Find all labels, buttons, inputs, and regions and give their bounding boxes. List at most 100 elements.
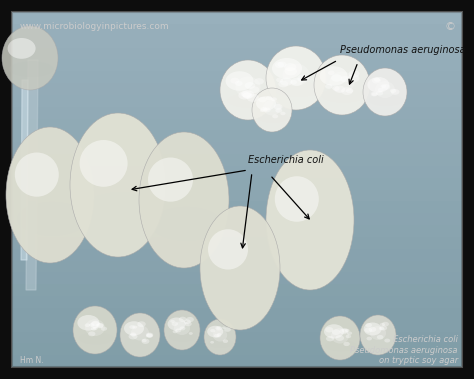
Ellipse shape bbox=[378, 88, 384, 92]
Ellipse shape bbox=[273, 104, 283, 110]
Bar bbox=[12, 60, 462, 71]
Ellipse shape bbox=[208, 339, 234, 348]
Ellipse shape bbox=[139, 132, 229, 268]
Ellipse shape bbox=[258, 97, 267, 102]
Ellipse shape bbox=[297, 75, 309, 82]
Ellipse shape bbox=[275, 176, 319, 222]
Ellipse shape bbox=[207, 326, 223, 337]
Bar bbox=[12, 260, 462, 273]
Ellipse shape bbox=[148, 158, 193, 202]
Bar bbox=[12, 237, 462, 249]
Ellipse shape bbox=[342, 328, 349, 333]
Ellipse shape bbox=[238, 91, 251, 100]
Ellipse shape bbox=[276, 77, 283, 82]
Ellipse shape bbox=[242, 90, 255, 99]
Bar bbox=[12, 130, 462, 142]
Bar bbox=[12, 119, 462, 130]
Bar bbox=[12, 106, 462, 119]
Ellipse shape bbox=[260, 109, 264, 112]
Ellipse shape bbox=[214, 334, 219, 338]
Bar bbox=[12, 154, 462, 166]
Bar bbox=[12, 201, 462, 213]
Ellipse shape bbox=[249, 86, 259, 93]
Ellipse shape bbox=[241, 90, 252, 97]
Ellipse shape bbox=[272, 58, 302, 79]
Ellipse shape bbox=[290, 80, 297, 85]
Ellipse shape bbox=[257, 112, 289, 123]
Bar bbox=[12, 273, 462, 284]
Ellipse shape bbox=[329, 72, 355, 92]
Ellipse shape bbox=[382, 322, 389, 326]
Ellipse shape bbox=[375, 81, 395, 98]
Ellipse shape bbox=[170, 320, 175, 323]
Polygon shape bbox=[26, 60, 38, 290]
Ellipse shape bbox=[89, 323, 94, 327]
Ellipse shape bbox=[273, 81, 321, 97]
Ellipse shape bbox=[266, 96, 272, 100]
Ellipse shape bbox=[372, 92, 377, 96]
Ellipse shape bbox=[120, 313, 160, 357]
Ellipse shape bbox=[332, 86, 340, 91]
Ellipse shape bbox=[339, 329, 348, 334]
Ellipse shape bbox=[345, 329, 350, 332]
Text: Escherichia coli: Escherichia coli bbox=[248, 155, 324, 165]
Ellipse shape bbox=[365, 323, 372, 327]
Ellipse shape bbox=[147, 334, 152, 337]
Ellipse shape bbox=[343, 342, 350, 346]
Ellipse shape bbox=[364, 323, 382, 335]
Ellipse shape bbox=[370, 326, 386, 340]
Ellipse shape bbox=[376, 91, 383, 96]
Ellipse shape bbox=[93, 326, 98, 330]
Ellipse shape bbox=[360, 315, 396, 355]
Ellipse shape bbox=[391, 89, 400, 95]
Ellipse shape bbox=[215, 326, 222, 330]
Ellipse shape bbox=[8, 38, 36, 59]
Ellipse shape bbox=[101, 327, 107, 331]
Ellipse shape bbox=[168, 318, 186, 330]
Ellipse shape bbox=[235, 81, 243, 86]
Ellipse shape bbox=[380, 326, 387, 330]
Ellipse shape bbox=[266, 150, 354, 290]
Ellipse shape bbox=[380, 323, 385, 326]
Ellipse shape bbox=[283, 64, 310, 86]
Ellipse shape bbox=[363, 68, 407, 116]
Bar bbox=[12, 95, 462, 106]
Ellipse shape bbox=[210, 341, 214, 344]
Ellipse shape bbox=[348, 70, 360, 78]
Bar bbox=[12, 308, 462, 319]
Ellipse shape bbox=[384, 338, 390, 343]
Ellipse shape bbox=[252, 88, 292, 132]
Ellipse shape bbox=[280, 78, 292, 86]
Bar bbox=[12, 178, 462, 190]
Ellipse shape bbox=[266, 46, 326, 110]
Ellipse shape bbox=[73, 306, 117, 354]
Ellipse shape bbox=[366, 337, 372, 340]
Ellipse shape bbox=[371, 92, 378, 96]
Ellipse shape bbox=[390, 89, 396, 93]
Bar bbox=[12, 213, 462, 225]
Bar bbox=[12, 355, 462, 367]
Text: Escherichia coli
Pseudomonas aeruginosa
on tryptic soy agar: Escherichia coli Pseudomonas aeruginosa … bbox=[350, 335, 458, 365]
Text: ©: © bbox=[445, 22, 456, 32]
Ellipse shape bbox=[131, 325, 149, 340]
Ellipse shape bbox=[278, 81, 288, 88]
Ellipse shape bbox=[222, 327, 226, 329]
Ellipse shape bbox=[204, 319, 236, 355]
Text: Hm N.: Hm N. bbox=[20, 356, 44, 365]
Ellipse shape bbox=[280, 112, 286, 115]
Ellipse shape bbox=[97, 323, 104, 328]
Ellipse shape bbox=[2, 26, 58, 90]
Ellipse shape bbox=[254, 78, 264, 85]
Ellipse shape bbox=[246, 94, 259, 102]
Ellipse shape bbox=[272, 114, 278, 118]
Text: Pseudomonas aeruginosa: Pseudomonas aeruginosa bbox=[340, 45, 465, 55]
Ellipse shape bbox=[320, 316, 360, 360]
Ellipse shape bbox=[284, 63, 296, 71]
Ellipse shape bbox=[173, 330, 178, 333]
Bar bbox=[12, 319, 462, 332]
Ellipse shape bbox=[132, 326, 137, 329]
Ellipse shape bbox=[314, 55, 370, 115]
Ellipse shape bbox=[141, 338, 149, 344]
Ellipse shape bbox=[365, 327, 372, 333]
Bar bbox=[12, 12, 462, 24]
